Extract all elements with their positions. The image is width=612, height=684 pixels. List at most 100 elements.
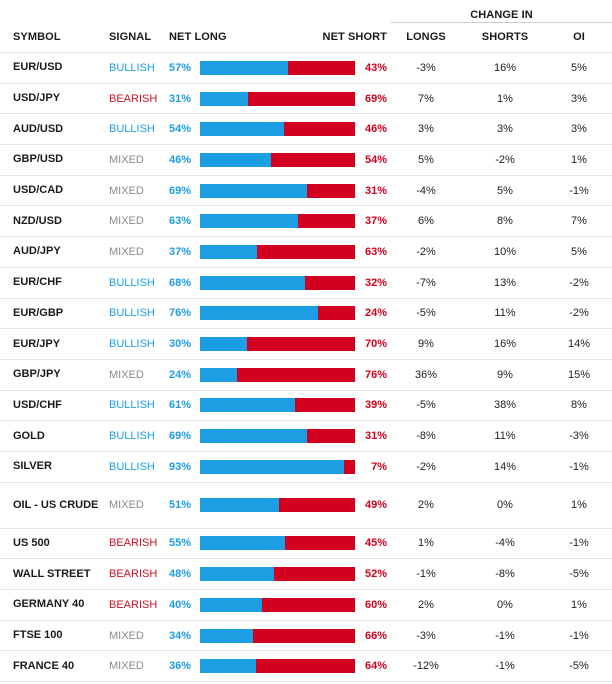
net-short-value: 69%: [364, 92, 387, 105]
header-shorts[interactable]: SHORTS: [481, 31, 529, 43]
header-oi[interactable]: OI: [573, 31, 585, 43]
sentiment-bar-cell: [200, 114, 355, 144]
table-row[interactable]: USD/CAD MIXED 69% 31% -4% 5% -1%: [0, 176, 612, 207]
net-short-value: 60%: [364, 598, 387, 611]
sentiment-bar-cell: [200, 559, 355, 589]
net-short-value: 49%: [364, 499, 387, 512]
table-row[interactable]: USD/CHF BULLISH 61% 39% -5% 38% 8%: [0, 391, 612, 422]
change-oi-value: -3%: [569, 430, 589, 443]
change-longs-value: -2%: [416, 245, 436, 258]
net-long-bar-fill: [200, 367, 238, 382]
header-signal[interactable]: SIGNAL: [109, 31, 152, 43]
net-long-bar-fill: [200, 567, 275, 582]
symbol-cell[interactable]: OIL - US CRUDE: [13, 498, 99, 511]
table-row[interactable]: FTSE 100 MIXED 34% 66% -3% -1% -1%: [0, 621, 612, 652]
net-long-value: 31%: [169, 92, 192, 105]
change-oi-value: 8%: [571, 399, 587, 412]
header-longs[interactable]: LONGS: [406, 31, 446, 43]
sentiment-bar: [200, 183, 355, 198]
table-row[interactable]: GBP/USD MIXED 46% 54% 5% -2% 1%: [0, 145, 612, 176]
change-oi-value: 7%: [571, 215, 587, 228]
signal-badge: MIXED: [109, 184, 144, 197]
symbol-cell[interactable]: EUR/JPY: [13, 337, 61, 350]
change-oi-value: -2%: [569, 307, 589, 320]
table-row[interactable]: USD/JPY BEARISH 31% 69% 7% 1% 3%: [0, 84, 612, 115]
change-in-divider: [391, 22, 612, 23]
symbol-cell[interactable]: AUD/JPY: [13, 245, 61, 258]
change-longs-value: -5%: [416, 399, 436, 412]
symbol-cell[interactable]: EUR/USD: [13, 61, 63, 74]
change-shorts-value: 1%: [497, 92, 513, 105]
net-short-value: 64%: [364, 660, 387, 673]
symbol-cell[interactable]: US 500: [13, 536, 50, 549]
signal-badge: BEARISH: [109, 92, 158, 105]
table-row[interactable]: EUR/GBP BULLISH 76% 24% -5% 11% -2%: [0, 299, 612, 330]
sentiment-bar: [200, 398, 355, 413]
symbol-cell[interactable]: AUD/USD: [13, 122, 64, 135]
symbol-cell[interactable]: WALL STREET: [13, 567, 91, 580]
change-longs-value: -5%: [416, 307, 436, 320]
table-row[interactable]: SILVER BULLISH 93% 7% -2% 14% -1%: [0, 452, 612, 483]
change-oi-value: 5%: [571, 245, 587, 258]
signal-badge: BULLISH: [109, 460, 155, 473]
sentiment-bar: [200, 367, 355, 382]
symbol-cell[interactable]: GERMANY 40: [13, 598, 85, 611]
change-longs-value: 5%: [418, 153, 434, 166]
change-longs-value: 3%: [418, 123, 434, 136]
net-short-value: 70%: [364, 338, 387, 351]
table-row[interactable]: EUR/CHF BULLISH 68% 32% -7% 13% -2%: [0, 268, 612, 299]
table-row[interactable]: AUD/JPY MIXED 37% 63% -2% 10% 5%: [0, 237, 612, 268]
net-long-bar-fill: [200, 122, 284, 137]
change-oi-value: -1%: [569, 629, 589, 642]
change-longs-value: 2%: [418, 598, 434, 611]
symbol-cell[interactable]: FRANCE 40: [13, 659, 75, 672]
change-oi-value: -1%: [569, 460, 589, 473]
change-longs-value: 6%: [418, 215, 434, 228]
table-row[interactable]: NZD/USD MIXED 63% 37% 6% 8% 7%: [0, 206, 612, 238]
symbol-cell[interactable]: USD/CAD: [13, 184, 64, 197]
symbol-cell[interactable]: GBP/USD: [13, 153, 64, 166]
symbol-cell[interactable]: SILVER: [13, 460, 52, 473]
sentiment-bar-cell: [200, 53, 355, 83]
symbol-cell[interactable]: NZD/USD: [13, 214, 62, 227]
table-row[interactable]: AUD/USD BULLISH 54% 46% 3% 3% 3%: [0, 114, 612, 146]
change-shorts-value: 11%: [494, 430, 516, 443]
net-long-value: 37%: [169, 245, 192, 258]
symbol-cell[interactable]: EUR/GBP: [13, 306, 64, 319]
symbol-cell[interactable]: USD/JPY: [13, 92, 61, 105]
table-row[interactable]: US 500 BEARISH 55% 45% 1% -4% -1%: [0, 529, 612, 560]
symbol-cell[interactable]: EUR/CHF: [13, 276, 62, 289]
table-row[interactable]: GOLD BULLISH 69% 31% -8% 11% -3%: [0, 421, 612, 452]
change-oi-value: -5%: [569, 660, 589, 673]
change-oi-value: 3%: [571, 92, 587, 105]
sentiment-bar: [200, 152, 355, 167]
table-body: EUR/USD BULLISH 57% 43% -3% 16% 5% USD/JPY BEARI…: [0, 53, 612, 683]
change-oi-value: -5%: [569, 568, 589, 581]
table-row[interactable]: EUR/USD BULLISH 57% 43% -3% 16% 5%: [0, 53, 612, 84]
change-longs-value: -12%: [413, 660, 439, 673]
signal-badge: BULLISH: [109, 430, 155, 443]
change-oi-value: 1%: [571, 153, 587, 166]
table-row[interactable]: FRANCE 40 MIXED 36% 64% -12% -1% -5%: [0, 651, 612, 683]
symbol-cell[interactable]: GBP/JPY: [13, 368, 61, 381]
net-long-bar-fill: [200, 275, 306, 290]
header-symbol[interactable]: SYMBOL: [13, 31, 61, 43]
header-net-long[interactable]: NET LONG: [169, 31, 227, 43]
sentiment-bar: [200, 536, 355, 551]
header-net-short[interactable]: NET SHORT: [322, 31, 387, 43]
symbol-cell[interactable]: GOLD: [13, 429, 45, 442]
table-row[interactable]: WALL STREET BEARISH 48% 52% -1% -8% -5%: [0, 559, 612, 590]
table-row[interactable]: OIL - US CRUDE MIXED 51% 49% 2% 0% 1%: [0, 483, 612, 529]
sentiment-bar: [200, 244, 355, 259]
symbol-cell[interactable]: FTSE 100: [13, 629, 63, 642]
header-divider: [0, 52, 612, 53]
symbol-cell[interactable]: USD/CHF: [13, 398, 62, 411]
net-long-bar-fill: [200, 244, 258, 259]
net-long-value: 40%: [169, 598, 192, 611]
signal-badge: BULLISH: [109, 61, 155, 74]
signal-badge: BULLISH: [109, 307, 155, 320]
table-row[interactable]: GERMANY 40 BEARISH 40% 60% 2% 0% 1%: [0, 590, 612, 621]
table-row[interactable]: GBP/JPY MIXED 24% 76% 36% 9% 15%: [0, 360, 612, 391]
change-shorts-value: 0%: [497, 598, 513, 611]
table-row[interactable]: EUR/JPY BULLISH 30% 70% 9% 16% 14%: [0, 329, 612, 360]
